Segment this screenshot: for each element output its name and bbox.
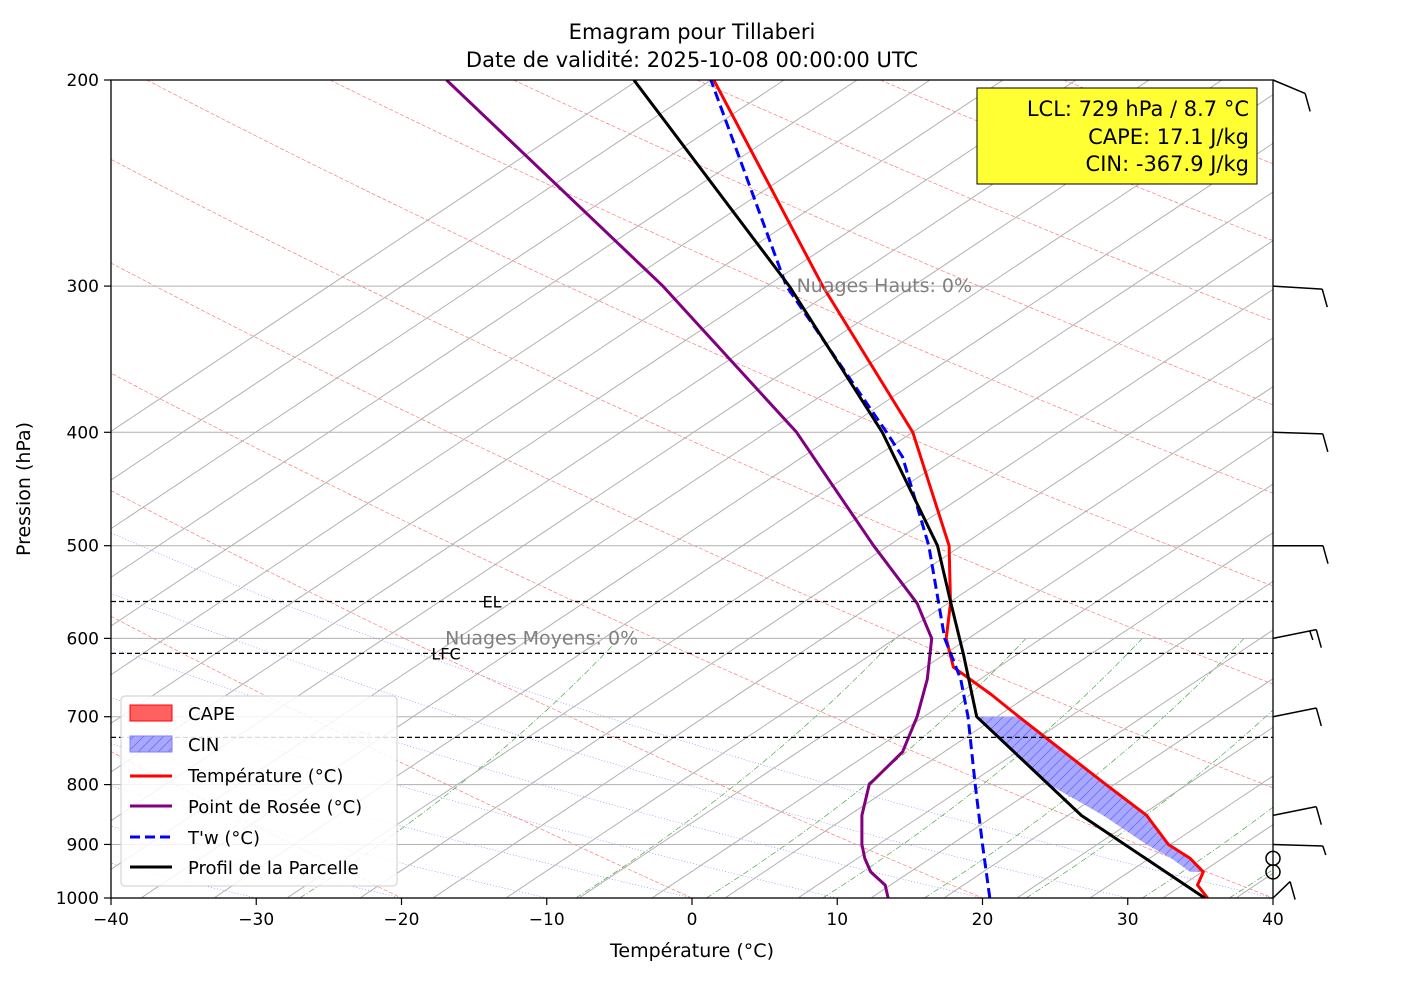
x-tick-label: −30 [238,910,274,930]
isotherm-grid-line [944,80,1404,898]
x-tick-label: 30 [1117,910,1139,930]
isotherm-grid-line [1236,80,1404,898]
isotherm-grid-line [506,80,1404,898]
y-tick-label: 800 [67,776,99,796]
dry-adiabat-line [330,80,1404,898]
dry-adiabat-line [880,80,1404,898]
y-tick-label: 400 [67,423,99,443]
isotherm-grid-line [1382,80,1404,898]
y-tick-label: 200 [67,71,99,91]
cloud-label-high: Nuages Hauts: 0% [797,275,973,297]
chart-title-line2: Date de validité: 2025-10-08 00:00:00 UT… [466,48,918,72]
isotherm-grid-line [360,80,1404,898]
info-box: LCL: 729 hPa / 8.7 °C CAPE: 17.1 J/kg CI… [977,88,1257,184]
isotherm-grid-line [433,80,1404,898]
isotherm-grid-line [1309,80,1404,898]
x-tick-label: 20 [972,910,994,930]
wind-barb-flag [1322,289,1327,307]
isotherm-grid-line [871,80,1404,898]
cin-shaded-area [977,717,1204,872]
y-tick-label: 700 [67,708,99,728]
chart-title-line1: Emagram pour Tillaberi [569,20,816,44]
wind-barb-shaft [1273,80,1305,93]
legend-label-temperature: Température (°C) [187,766,343,787]
x-tick-label: −20 [384,910,420,930]
wind-barb-half-flag [1323,846,1326,855]
x-tick-label: −10 [529,910,565,930]
wind-barb-flag [1316,630,1321,648]
legend-swatch-cape [130,705,172,721]
wind-barb-flag [1323,546,1328,564]
wind-barb-flag [1316,807,1321,825]
dry-adiabat-line [514,80,1404,898]
x-tick-label: 10 [826,910,848,930]
wind-barb-shaft [1273,882,1290,898]
x-tick-label: −40 [93,910,129,930]
info-box-lcl: LCL: 729 hPa / 8.7 °C [1027,97,1249,121]
wind-barb-shaft [1273,286,1322,289]
temperature-line [714,80,1208,898]
legend: CAPE CIN Température (°C) Point de Rosée… [121,696,397,886]
y-tick-label: 1000 [56,889,99,909]
level-label-el: EL [482,592,501,611]
isotherm-grid-line [652,80,1404,898]
wind-barb-shaft [1273,708,1316,717]
wind-barb-flag [1323,434,1328,452]
wind-barb-flag [1305,93,1310,111]
legend-label-wetbulb: T'w (°C) [187,828,260,849]
x-tick-label: 0 [687,910,698,930]
legend-label-cape: CAPE [188,704,235,725]
legend-label-cin: CIN [188,735,219,756]
wind-barb-flag [1316,708,1321,726]
y-tick-label: 900 [67,835,99,855]
cloud-label-mid: Nuages Moyens: 0% [445,627,638,649]
legend-label-dewpoint: Point de Rosée (°C) [188,797,362,818]
x-tick-label: 40 [1262,910,1284,930]
isotherm-grid-line [1090,80,1404,898]
y-tick-label: 300 [67,277,99,297]
legend-label-parcel: Profil de la Parcelle [188,858,359,879]
y-tick-label: 500 [67,537,99,557]
info-box-cin: CIN: -367.9 J/kg [1086,152,1249,176]
wind-barb-flag [1290,882,1295,900]
dry-adiabat-line [1064,80,1404,898]
y-axis-label: Pression (hPa) [13,422,35,556]
dewpoint-line [447,80,932,898]
isotherm-grid-line [579,80,1404,898]
isotherm-grid-line [1163,80,1404,898]
wind-barb-shaft [1273,807,1316,816]
isotherm-grid-line [798,80,1404,898]
legend-swatch-cin [130,736,172,752]
wind-barbs [1266,80,1328,900]
wetbulb-line [711,80,990,898]
wind-barb-half-flag [1310,631,1313,640]
wind-barb-shaft [1273,844,1323,846]
wind-barb-shaft [1273,432,1323,434]
y-tick-label: 600 [67,629,99,649]
x-axis-label: Température (°C) [609,940,774,962]
info-box-cape: CAPE: 17.1 J/kg [1088,125,1249,149]
